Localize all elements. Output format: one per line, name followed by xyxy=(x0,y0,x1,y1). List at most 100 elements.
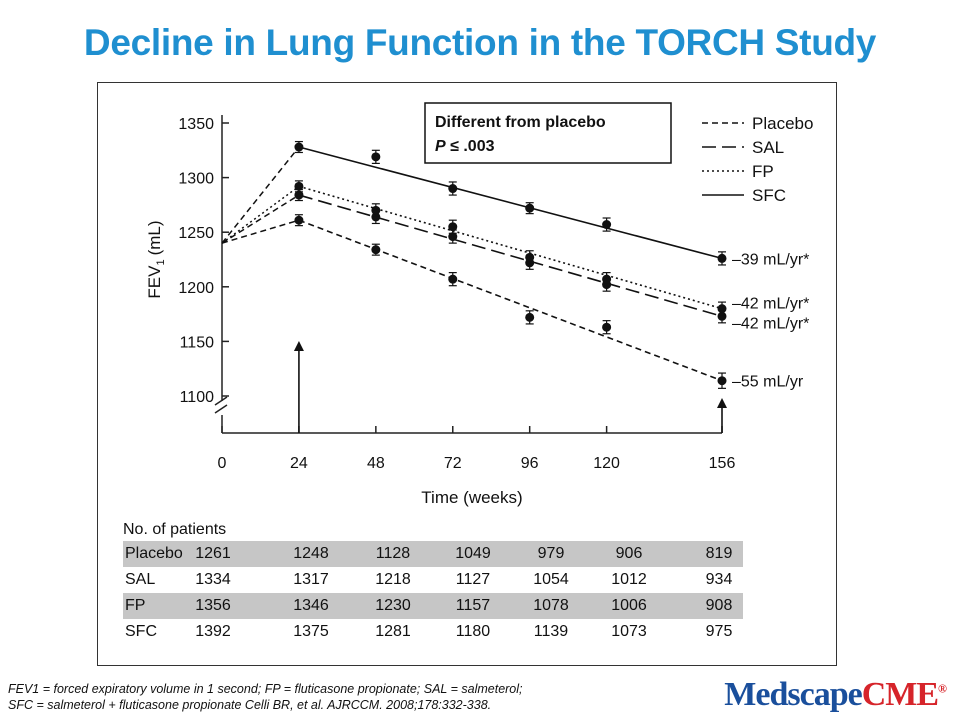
series-sal-initial-segment xyxy=(221,194,300,244)
annotation-p-symbol: P xyxy=(435,138,446,155)
series-fp-line xyxy=(298,185,723,310)
y-tick-label: 1100 xyxy=(180,389,215,406)
footnote: FEV1 = forced expiratory volume in 1 sec… xyxy=(8,681,708,713)
patients-count-cell: 1218 xyxy=(375,571,411,588)
series-placebo-point xyxy=(525,312,535,322)
footnote-line-1: FEV1 = forced expiratory volume in 1 sec… xyxy=(8,682,523,696)
series-sal-point xyxy=(294,190,304,200)
patients-count-cell: 1078 xyxy=(533,597,569,614)
x-axis-label: Time (weeks) xyxy=(421,488,522,507)
significance-annotation-line-1: Different from placebo xyxy=(435,114,606,131)
x-tick-label: 156 xyxy=(709,455,736,472)
series-fp-initial-segment xyxy=(221,185,300,244)
patients-count-cell: 819 xyxy=(705,545,733,562)
patients-count-cell: 1334 xyxy=(195,571,231,588)
y-tick-label: 1350 xyxy=(178,116,214,133)
patients-count-cell: 1128 xyxy=(375,545,411,562)
patients-count-cell: 1127 xyxy=(455,571,491,588)
patients-row-fp: FP 1356 1346 1230 1157 1078 1006 908 xyxy=(123,593,743,619)
significance-annotation-box xyxy=(424,102,672,164)
series-sfc-point xyxy=(602,220,612,230)
series-sfc-point xyxy=(448,184,458,194)
patients-count-cell: 1012 xyxy=(611,571,647,588)
timepoint-arrow-head xyxy=(717,398,727,408)
patients-count-cell: 1346 xyxy=(293,597,329,614)
series-sfc-initial-segment xyxy=(221,146,300,244)
series-sfc-point xyxy=(371,152,381,162)
patients-row-placebo: Placebo 1261 1248 1128 1049 979 906 819 xyxy=(123,541,743,567)
legend-label-sal: SAL xyxy=(752,138,784,157)
patients-count-cell: 1180 xyxy=(455,623,491,640)
y-tick-label: 1300 xyxy=(178,171,214,188)
y-tick-label: 1150 xyxy=(180,334,215,351)
timepoint-arrow-head xyxy=(293,341,304,351)
patients-row-sal: SAL 1334 1317 1218 1127 1054 1012 934 xyxy=(123,567,743,593)
y-tick-label: 1200 xyxy=(178,280,214,297)
y-axis-break-mark xyxy=(214,396,228,414)
x-tick-label: 96 xyxy=(521,455,539,472)
y-tick-label: 1250 xyxy=(178,225,214,242)
patients-count-cell: 1375 xyxy=(293,623,329,640)
legend-label-placebo: Placebo xyxy=(752,114,813,133)
x-tick-label: 0 xyxy=(218,455,227,472)
series-sal-line xyxy=(298,194,723,318)
patients-count-cell: 975 xyxy=(705,623,733,640)
annotation-p-threshold: ≤ .003 xyxy=(446,138,495,155)
y-axis-label-subscript: 1 xyxy=(155,259,167,265)
patients-count-cell: 1139 xyxy=(533,623,569,640)
patients-count-cell: 1054 xyxy=(533,571,569,588)
patients-count-cell: 1230 xyxy=(375,597,411,614)
patients-table: No. of patients Placebo 1261 1248 1128 1049 9… xyxy=(123,519,743,645)
patients-count-cell: 934 xyxy=(705,571,733,588)
y-axis-label: FEV1 (mL) xyxy=(145,220,167,298)
series-fp-point xyxy=(448,222,458,232)
patients-count-cell: 1317 xyxy=(293,571,329,588)
x-tick-label: 24 xyxy=(290,455,308,472)
patients-count-cell: 906 xyxy=(615,545,643,562)
patients-row-label: SFC xyxy=(125,623,157,640)
patients-count-cell: 1157 xyxy=(455,597,491,614)
series-placebo-point xyxy=(371,245,381,255)
series-fp-point xyxy=(602,274,612,284)
patients-count-cell: 1049 xyxy=(455,545,491,562)
fev1-line-chart: 1100 1150 1200 1250 1300 1350 0 24 48 72 96 120 156 T… xyxy=(145,102,813,507)
series-fp-point xyxy=(371,205,381,215)
patients-count-cell: 1261 xyxy=(195,545,231,562)
series-fp-point xyxy=(717,304,727,314)
series-placebo-point xyxy=(717,376,727,386)
patients-count-cell: 1248 xyxy=(293,545,329,562)
patients-row-label: FP xyxy=(125,597,146,614)
patients-row-label: SAL xyxy=(125,571,156,588)
footnote-line-2: SFC = salmeterol + fluticasone propionat… xyxy=(8,698,492,712)
series-sfc-end-label: –39 mL/yr* xyxy=(732,251,809,268)
series-sfc-point xyxy=(294,142,304,152)
series-sfc-line xyxy=(298,146,723,260)
slide-title: Decline in Lung Function in the TORCH St… xyxy=(83,22,877,63)
logo-text-medscape: Medscape xyxy=(724,676,862,713)
series-placebo-point xyxy=(448,274,458,284)
series-placebo-point xyxy=(294,215,304,225)
x-tick-label: 48 xyxy=(367,455,385,472)
legend-label-sfc: SFC xyxy=(752,186,786,205)
y-axis-label-main: FEV xyxy=(145,265,164,299)
series-sal-point xyxy=(717,311,727,321)
series-sfc-point xyxy=(525,203,535,213)
patients-count-cell: 1392 xyxy=(195,623,231,640)
patients-table-title: No. of patients xyxy=(123,521,227,538)
logo-text-cme: CME xyxy=(861,676,939,713)
legend-label-fp: FP xyxy=(752,162,774,181)
x-tick-label: 72 xyxy=(444,455,462,472)
logo-registered-mark: ® xyxy=(938,681,947,696)
figure-panel: 1100 1150 1200 1250 1300 1350 0 24 48 72 96 120 156 T… xyxy=(97,82,837,666)
y-axis-label-unit: (mL) xyxy=(145,220,164,255)
series-placebo-end-label: –55 mL/yr xyxy=(732,374,804,391)
series-sfc-point xyxy=(717,253,727,263)
series-sal-point xyxy=(448,232,458,242)
patients-count-cell: 1281 xyxy=(375,623,411,640)
series-sal-end-label: –42 mL/yr* xyxy=(732,315,809,332)
medscape-cme-logo: MedscapeCME® xyxy=(724,676,947,714)
series-fp-end-label: –42 mL/yr* xyxy=(732,296,809,313)
patients-row-label: Placebo xyxy=(125,545,183,562)
x-tick-label: 120 xyxy=(593,455,620,472)
patients-row-sfc: SFC 1392 1375 1281 1180 1139 1073 975 xyxy=(123,619,743,645)
